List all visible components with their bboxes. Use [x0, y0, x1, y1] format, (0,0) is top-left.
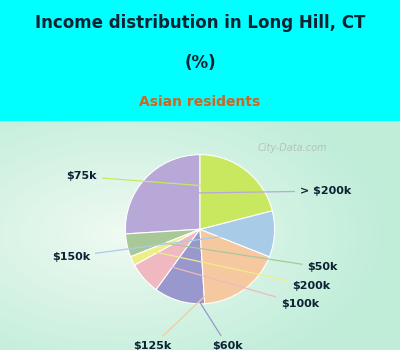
Text: $60k: $60k: [187, 282, 243, 350]
Text: > $200k: > $200k: [165, 186, 351, 196]
Wedge shape: [126, 229, 200, 257]
Text: City-Data.com: City-Data.com: [257, 143, 327, 153]
Wedge shape: [200, 155, 272, 229]
Text: $50k: $50k: [152, 241, 338, 272]
Wedge shape: [135, 229, 200, 289]
Wedge shape: [125, 155, 200, 234]
Text: Asian residents: Asian residents: [139, 95, 261, 108]
Text: (%): (%): [184, 54, 216, 72]
Text: $125k: $125k: [134, 273, 229, 350]
Wedge shape: [200, 211, 275, 257]
Text: $200k: $200k: [156, 252, 330, 290]
Text: Income distribution in Long Hill, CT: Income distribution in Long Hill, CT: [35, 14, 365, 33]
Wedge shape: [200, 229, 269, 304]
Wedge shape: [131, 229, 200, 265]
Text: $75k: $75k: [66, 172, 229, 188]
Text: $100k: $100k: [164, 265, 319, 309]
Wedge shape: [156, 229, 205, 304]
Text: $150k: $150k: [52, 233, 249, 261]
